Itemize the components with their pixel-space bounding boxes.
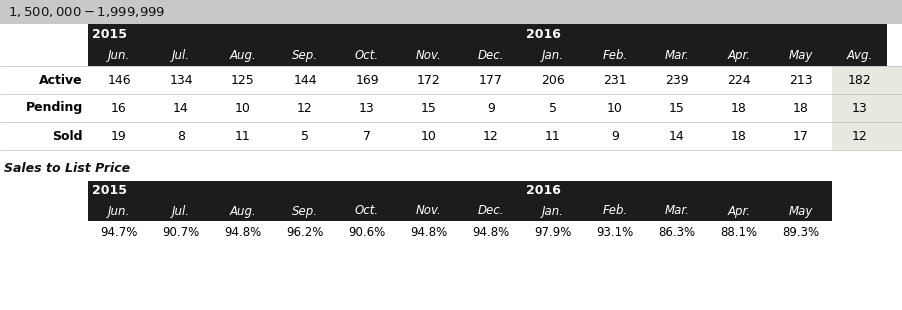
Bar <box>0 0 902 24</box>
Bar <box>87 201 831 221</box>
Bar <box>87 221 831 243</box>
Text: 2016: 2016 <box>526 28 560 41</box>
Text: 94.8%: 94.8% <box>224 225 262 238</box>
Text: Oct.: Oct. <box>354 49 379 62</box>
Text: Avg.: Avg. <box>845 49 871 62</box>
Text: 90.6%: 90.6% <box>348 225 385 238</box>
Text: 2015: 2015 <box>92 184 127 197</box>
Text: 19: 19 <box>111 130 127 143</box>
Bar <box>831 94 902 122</box>
Bar <box>831 122 902 150</box>
Text: 13: 13 <box>359 101 374 114</box>
Text: 125: 125 <box>231 73 254 86</box>
Text: 15: 15 <box>420 101 437 114</box>
Text: 18: 18 <box>731 130 746 143</box>
Text: 94.8%: 94.8% <box>410 225 447 238</box>
Text: Nov.: Nov. <box>416 49 441 62</box>
Bar <box>87 181 831 201</box>
Text: 18: 18 <box>792 101 808 114</box>
Text: 11: 11 <box>545 130 560 143</box>
Text: Sales to List Price: Sales to List Price <box>4 162 130 175</box>
Text: 94.7%: 94.7% <box>100 225 137 238</box>
Text: 206: 206 <box>540 73 565 86</box>
Text: Aug.: Aug. <box>229 205 256 218</box>
Text: Nov.: Nov. <box>416 205 441 218</box>
Text: Aug.: Aug. <box>229 49 256 62</box>
Text: Mar.: Mar. <box>664 49 688 62</box>
Text: Feb.: Feb. <box>602 49 627 62</box>
Text: Jul.: Jul. <box>171 205 189 218</box>
Text: May: May <box>788 205 813 218</box>
Text: 146: 146 <box>107 73 131 86</box>
Bar <box>87 45 886 66</box>
Text: 7: 7 <box>363 130 371 143</box>
Text: 10: 10 <box>420 130 437 143</box>
Text: Mar.: Mar. <box>664 205 688 218</box>
Text: 18: 18 <box>731 101 746 114</box>
Text: 239: 239 <box>665 73 688 86</box>
Text: 97.9%: 97.9% <box>534 225 571 238</box>
Bar <box>87 24 886 45</box>
Text: 9: 9 <box>486 101 494 114</box>
Text: 86.3%: 86.3% <box>658 225 695 238</box>
Text: 169: 169 <box>354 73 379 86</box>
Text: 89.3%: 89.3% <box>781 225 819 238</box>
Text: 94.8%: 94.8% <box>472 225 509 238</box>
Text: Jun.: Jun. <box>107 49 130 62</box>
Text: 182: 182 <box>847 73 870 86</box>
Text: $1,500,000 - $1,999,999: $1,500,000 - $1,999,999 <box>8 5 165 19</box>
Text: 2015: 2015 <box>92 28 127 41</box>
Text: Dec.: Dec. <box>477 205 503 218</box>
Text: Jun.: Jun. <box>107 205 130 218</box>
Text: Sold: Sold <box>52 130 83 143</box>
Text: 10: 10 <box>235 101 251 114</box>
Text: 90.7%: 90.7% <box>162 225 199 238</box>
Text: 231: 231 <box>603 73 626 86</box>
Text: 2016: 2016 <box>526 184 560 197</box>
Text: 11: 11 <box>235 130 251 143</box>
Text: Apr.: Apr. <box>727 49 750 62</box>
Text: Active: Active <box>40 73 83 86</box>
Text: 144: 144 <box>293 73 317 86</box>
Text: 172: 172 <box>417 73 440 86</box>
Text: 177: 177 <box>479 73 502 86</box>
Text: 14: 14 <box>173 101 189 114</box>
Text: 96.2%: 96.2% <box>286 225 323 238</box>
Bar <box>831 66 902 94</box>
Text: Sep.: Sep. <box>291 49 318 62</box>
Text: 14: 14 <box>668 130 684 143</box>
Text: Dec.: Dec. <box>477 49 503 62</box>
Text: Feb.: Feb. <box>602 205 627 218</box>
Text: Jan.: Jan. <box>541 49 564 62</box>
Text: 134: 134 <box>169 73 193 86</box>
Text: Pending: Pending <box>26 101 83 114</box>
Text: 213: 213 <box>788 73 812 86</box>
Bar <box>0 122 902 150</box>
Text: 9: 9 <box>611 130 618 143</box>
Bar <box>0 94 902 122</box>
Text: 93.1%: 93.1% <box>595 225 633 238</box>
Text: 13: 13 <box>851 101 867 114</box>
Text: Oct.: Oct. <box>354 205 379 218</box>
Text: Apr.: Apr. <box>727 205 750 218</box>
Text: 15: 15 <box>668 101 685 114</box>
Text: Sep.: Sep. <box>291 205 318 218</box>
Text: May: May <box>788 49 813 62</box>
Text: Jul.: Jul. <box>171 49 189 62</box>
Text: 10: 10 <box>606 101 622 114</box>
Bar <box>0 66 902 94</box>
Text: 88.1%: 88.1% <box>720 225 757 238</box>
Text: 8: 8 <box>177 130 185 143</box>
Text: 5: 5 <box>548 101 557 114</box>
Text: 16: 16 <box>111 101 127 114</box>
Text: 12: 12 <box>483 130 498 143</box>
Text: 224: 224 <box>726 73 750 86</box>
Text: Jan.: Jan. <box>541 205 564 218</box>
Text: 12: 12 <box>297 101 312 114</box>
Text: 5: 5 <box>300 130 308 143</box>
Text: 17: 17 <box>792 130 808 143</box>
Text: 12: 12 <box>851 130 867 143</box>
